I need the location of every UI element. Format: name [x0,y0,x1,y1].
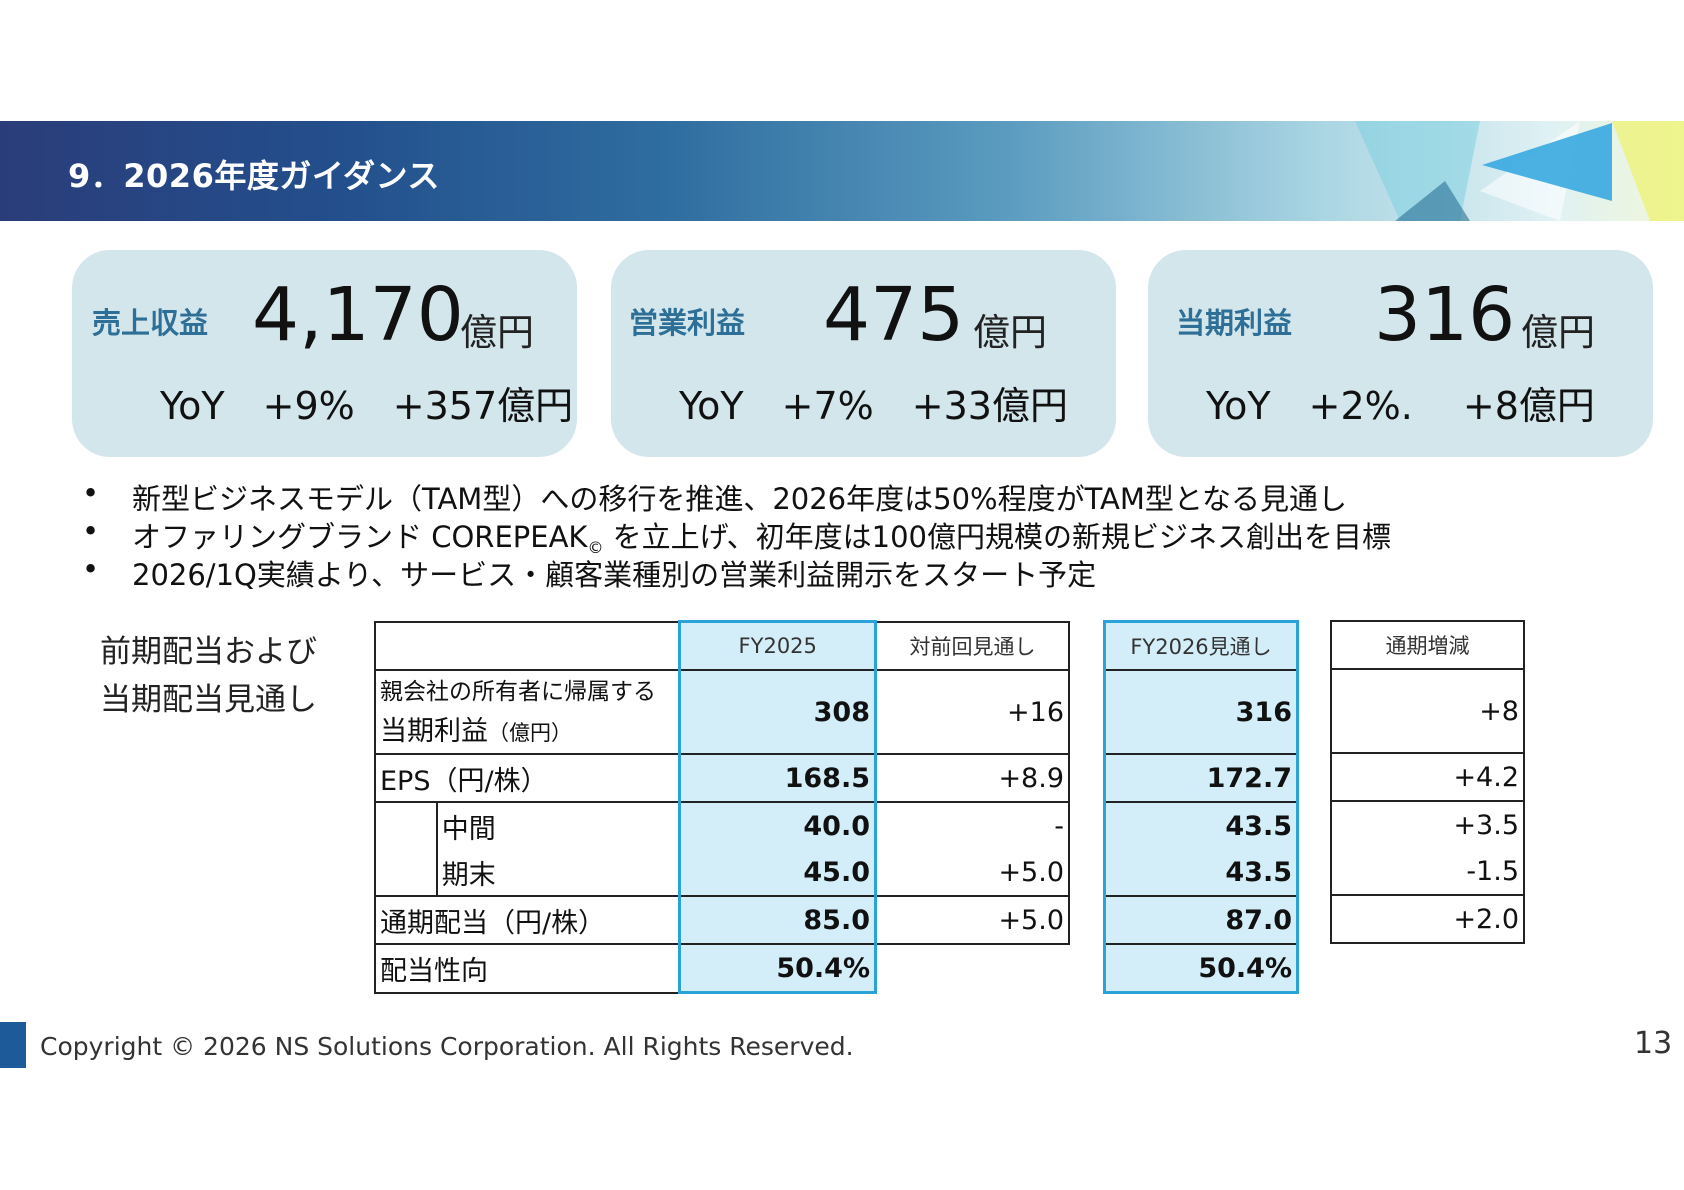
cell-annual-fy2025: 85.0 [678,895,878,945]
profit-label-1: 親会社の所有者に帰属する [380,678,656,705]
card-value: 475 [823,272,965,358]
table-row-eps: 172.7 [1103,753,1299,803]
card-label: 営業利益 [629,306,746,340]
row-label-annual: 通期配当（円/株） [374,895,681,945]
table-row-eps: +4.2 [1330,752,1525,802]
profit-label-2-wrap: 当期利益（億円） [380,712,674,753]
page-number: 13 [1634,1026,1673,1061]
cell-eps-fy2025: 168.5 [678,753,878,803]
bullet-text-a: オファリングブランド COREPEAK [132,520,588,554]
table-row-annual: +2.0 [1330,894,1525,944]
dividend-label-line-1: 前期配当および [100,634,317,670]
table-row-annual: 通期配当（円/株） 85.0 +5.0 [374,895,1071,945]
bullet-text-b: を立上げ、初年度は100億円規模の新規ビジネス創出を目標 [603,520,1391,554]
revenue-card: 売上収益 4,170 億円 YoY +9% +357億円 [72,250,577,457]
table-row-yearend: -1.5 [1330,848,1525,896]
cell-interim-change: +3.5 [1330,800,1525,848]
card-label: 当期利益 [1176,306,1293,340]
table-row-profit: 316 [1103,669,1299,755]
operating-profit-card: 営業利益 475 億円 YoY +7% +33億円 [611,250,1116,457]
cell-profit-fy2026: 316 [1103,669,1299,755]
card-unit: 億円 [460,311,534,354]
profit-label-2: 当期利益 [380,715,488,747]
row-label-yearend: 期末 [435,849,681,897]
table-row-interim: 中間 40.0 - [374,801,1071,897]
row-label-interim: 中間 [435,801,681,849]
header-fy2025: FY2025 [678,620,878,671]
header-change: 通期増減 [1330,620,1525,670]
cell-interim-fy2025: 40.0 [678,801,878,849]
dividend-section-label: 前期配当および 当期配当見通し [100,628,317,724]
profit-unit: （億円） [488,720,572,745]
cell-annual-fy2026: 87.0 [1103,895,1299,945]
table-row-profit: 親会社の所有者に帰属する 当期利益（億円） 308 +16 [374,669,1071,755]
bullet-dot: • [82,552,100,586]
header-decoration [1355,121,1684,221]
cell-yearend-fy2026: 43.5 [1103,849,1299,897]
bullet-dot: • [82,476,100,510]
cell-eps-fy2026: 172.7 [1103,753,1299,803]
footer-accent-bar [0,1022,26,1068]
cell-interim-vs: - [874,801,1071,849]
net-profit-card: 当期利益 316 億円 YoY +2%. +8億円 [1148,250,1653,457]
card-yoy: YoY +2%. +8億円 [1206,384,1595,428]
card-value: 4,170 [252,272,464,358]
header-blank-cell [374,620,681,671]
bullet-text: 2026/1Q実績より、サービス・顧客業種別の営業利益開示をスタート予定 [132,558,1097,592]
dividend-table-fy2025: FY2025 対前回見通し 親会社の所有者に帰属する 当期利益（億円） 308 … [374,620,1071,994]
table-row-payout: 配当性向 50.4% [374,943,1069,994]
copyright-text: Copyright © 2026 NS Solutions Corporatio… [40,1032,854,1061]
cell-yearend-change: -1.5 [1330,848,1525,896]
dividend-table-change: 通期増減 +8 +4.2 +3.5 -1.5 +2.0 [1330,620,1525,944]
card-yoy: YoY +7% +33億円 [679,384,1068,428]
card-value: 316 [1374,272,1516,358]
card-unit: 億円 [1521,311,1595,354]
cell-interim-fy2026: 43.5 [1103,801,1299,849]
row-label-eps: EPS（円/株） [374,753,681,803]
card-unit: 億円 [973,311,1047,354]
cell-annual-change: +2.0 [1330,894,1525,944]
table-row-profit: +8 [1330,668,1525,754]
copyright-mark: © [587,538,604,557]
cell-payout-fy2026: 50.4% [1103,943,1299,994]
cell-profit-vs: +16 [874,669,1071,755]
dividend-table-fy2026: FY2026見通し 316 172.7 43.5 43.5 87.0 50.4% [1103,620,1299,994]
table-row-yearend: 期末 45.0 +5.0 [375,849,1071,897]
table-header-row: FY2025 対前回見通し [374,620,1071,671]
row-label-profit: 親会社の所有者に帰属する 当期利益（億円） [374,669,681,755]
table-row-eps: EPS（円/株） 168.5 +8.9 [374,753,1071,803]
table-row-yearend: 43.5 [1103,849,1299,897]
table-row-interim: +3.5 [1330,800,1525,848]
header-band: 9．2026年度ガイダンス [0,121,1684,221]
indent-cell [374,801,438,897]
table-header-row: 通期増減 [1330,620,1525,670]
table-row-annual: 87.0 [1103,895,1299,945]
cell-eps-vs: +8.9 [874,753,1071,803]
bullet-text: 新型ビジネスモデル（TAM型）への移行を推進、2026年度は50%程度がTAM型… [132,482,1348,516]
cell-profit-fy2025: 308 [678,669,878,755]
card-label: 売上収益 [92,306,209,340]
cell-payout-fy2025: 50.4% [678,943,878,994]
table-row-interim: 43.5 [1103,801,1299,849]
cell-annual-vs: +5.0 [874,895,1071,945]
page-title: 9．2026年度ガイダンス [68,157,440,195]
cell-profit-change: +8 [1330,668,1525,754]
bullet-text: オファリングブランド COREPEAK© を立上げ、初年度は100億円規模の新規… [132,514,1391,557]
table-header-row: FY2026見通し [1103,620,1299,671]
row-label-payout: 配当性向 [374,943,681,994]
empty-cell [876,944,1069,993]
cell-yearend-vs: +5.0 [874,849,1071,897]
dividend-label-line-2: 当期配当見通し [100,682,317,718]
cell-eps-change: +4.2 [1330,752,1525,802]
header-fy2026: FY2026見通し [1103,620,1299,671]
header-vs-prev: 対前回見通し [874,620,1071,671]
bullet-dot: • [82,514,100,548]
card-yoy: YoY +9% +357億円 [160,384,574,428]
table-row-payout: 50.4% [1103,943,1299,994]
cell-yearend-fy2025: 45.0 [678,849,878,897]
